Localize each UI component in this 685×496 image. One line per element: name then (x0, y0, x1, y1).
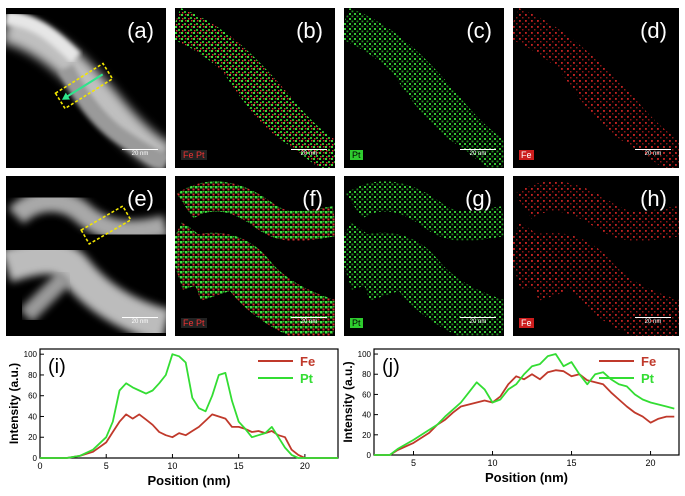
chart-i-linescan: 0 5 10 15 20 0 20 40 60 80 100 Fe Pt (i) Position (nm)… (0, 343, 342, 496)
x-tick-label: 0 (37, 461, 42, 471)
panel-label-b: (b) (296, 18, 323, 43)
y-tick-label: 80 (28, 371, 37, 380)
y-tick-label: 0 (33, 454, 38, 463)
chart-j-svg: 5 10 15 20 0 20 40 60 80 100 Fe Pt (j) Position (nm) I… (342, 348, 680, 485)
y-tick-label: 100 (24, 350, 38, 359)
legend-label-pt: Pt (641, 371, 655, 386)
scale-bar-g: 20 nm (460, 317, 496, 326)
scale-bar-a: 20 nm (122, 149, 158, 158)
panel-c-pt-map: (c) Pt 20 nm (344, 8, 504, 168)
series-line-pt (374, 353, 675, 456)
y-tick-label: 60 (28, 392, 37, 401)
panel-a-haadf: (a) 20 nm (6, 8, 166, 168)
panel-b-overlay: (b) Fe Pt 20 nm (175, 8, 335, 168)
plot-frame (373, 348, 680, 456)
panel-label-c: (c) (466, 18, 492, 43)
panel-h-fe-map: (h) Fe 20 nm (513, 176, 679, 336)
y-tick-label: 20 (28, 433, 37, 442)
element-tag-fe-pt-b: Fe Pt (181, 150, 207, 160)
panel-f-overlay: (f) Fe Pt 20 nm (175, 176, 335, 336)
y-tick-label: 40 (362, 411, 371, 420)
pt-map-g (344, 181, 504, 336)
haadf-image-a (6, 11, 166, 168)
x-tick-label: 20 (300, 461, 310, 471)
scale-bar-c: 20 nm (460, 149, 496, 158)
x-tick-label: 5 (411, 458, 416, 468)
panel-g-pt-map: (g) Pt 20 nm (344, 176, 504, 336)
element-tag-pt-g: Pt (350, 318, 363, 328)
fe-map-d (513, 8, 679, 168)
panel-label-a: (a) (127, 18, 154, 43)
panel-label-e: (e) (127, 186, 154, 211)
legend-label-pt: Pt (300, 371, 314, 386)
y-tick-label: 80 (362, 370, 371, 379)
scale-bar-d: 20 nm (635, 149, 671, 158)
plot-frame (39, 348, 339, 459)
scale-bar-h: 20 nm (635, 317, 671, 326)
y-tick-label: 40 (28, 412, 37, 421)
x-tick-label: 15 (567, 458, 577, 468)
y-axis-label: Intensity (a.u.) (342, 361, 355, 442)
y-tick-label: 0 (367, 451, 372, 460)
haadf-image-e (6, 190, 166, 336)
series-line-fe (40, 413, 338, 459)
series-line-fe (374, 369, 675, 456)
legend-label-fe: Fe (300, 354, 315, 369)
y-tick-label: 60 (362, 390, 371, 399)
chart-i-svg: 0 5 10 15 20 0 20 40 60 80 100 Fe Pt (i) Position (nm)… (7, 348, 339, 488)
panel-label-h: (h) (640, 186, 667, 211)
overlay-map-f (175, 181, 335, 336)
overlay-map-b (175, 8, 335, 168)
panel-e-haadf: (e) 20 nm (6, 176, 166, 336)
element-tag-fe-pt-f: Fe Pt (181, 318, 207, 328)
scale-bar-f: 20 nm (291, 317, 327, 326)
y-tick-label: 100 (358, 350, 372, 359)
panel-label-f: (f) (302, 186, 323, 211)
x-tick-label: 20 (646, 458, 656, 468)
x-axis-label: Position (nm) (485, 470, 568, 485)
panel-d-fe-map: (d) Fe 20 nm (513, 8, 679, 168)
element-tag-fe-d: Fe (519, 150, 534, 160)
scale-bar-e: 20 nm (122, 317, 158, 326)
panel-label-g: (g) (465, 186, 492, 211)
x-axis-label: Position (nm) (147, 473, 230, 488)
scale-bar-b: 20 nm (291, 149, 327, 158)
element-tag-fe-h: Fe (519, 318, 534, 328)
x-tick-label: 5 (104, 461, 109, 471)
series-line-pt (40, 353, 338, 459)
element-tag-pt-c: Pt (350, 150, 363, 160)
y-tick-label: 20 (362, 431, 371, 440)
y-axis-label: Intensity (a.u.) (7, 363, 21, 444)
fe-map-h (513, 181, 679, 336)
chart-j-linescan: 5 10 15 20 0 20 40 60 80 100 Fe Pt (j) Position (nm) I… (342, 343, 685, 496)
x-tick-label: 10 (167, 461, 177, 471)
pt-map-c (344, 8, 504, 168)
panel-label-d: (d) (640, 18, 667, 43)
x-tick-label: 15 (234, 461, 244, 471)
chart-panel-label: (j) (382, 356, 400, 378)
legend-label-fe: Fe (641, 354, 656, 369)
x-tick-label: 10 (488, 458, 498, 468)
chart-panel-label: (i) (48, 356, 66, 378)
